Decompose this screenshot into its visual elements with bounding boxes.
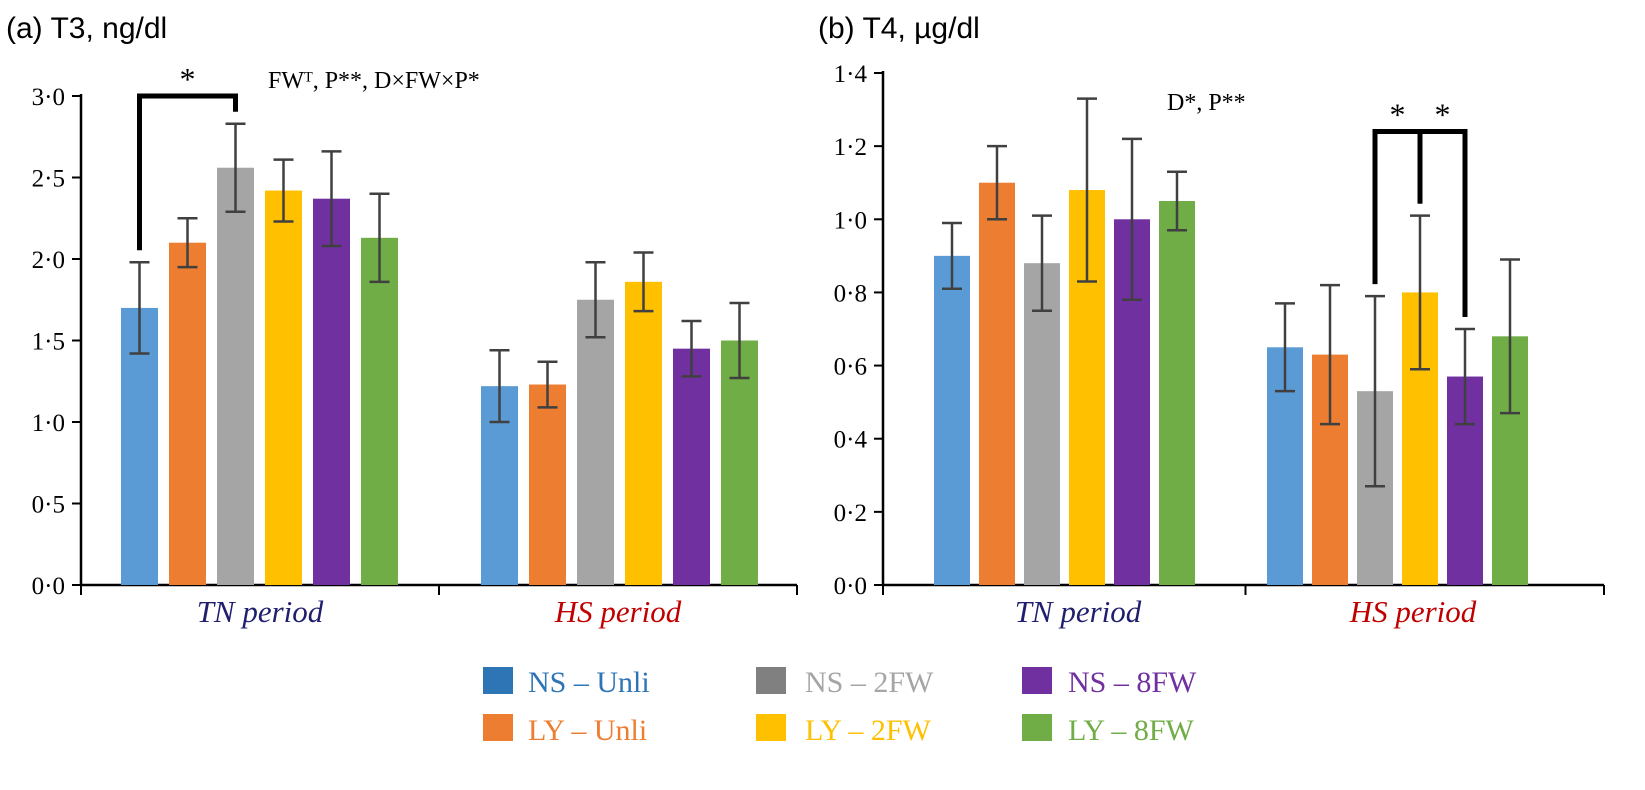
legend-entry-ns-8fw: NS – 8FW <box>1022 666 1197 699</box>
legend: NS – Unli LY – Unli NS – 2FW LY – 2FW NS… <box>483 666 1197 747</box>
legend-swatch <box>1022 714 1052 741</box>
y-tick-label: 0·4 <box>834 427 868 454</box>
y-tick-label: 0·0 <box>834 573 867 600</box>
y-tick-label: 0·8 <box>834 280 867 307</box>
significance-bracket <box>1372 129 1423 285</box>
panel-a-title: (a) T3, ng/dl <box>6 12 167 45</box>
y-tick-label: 1·0 <box>834 207 867 234</box>
legend-label: LY – 2FW <box>805 714 932 747</box>
bar <box>979 182 1015 585</box>
bar <box>721 340 758 585</box>
y-tick-label: 0·0 <box>32 573 65 600</box>
bar <box>1024 263 1060 585</box>
bar <box>673 348 710 585</box>
x-category-label: HS period <box>1349 594 1477 629</box>
bar <box>361 237 398 585</box>
panel-a-marks: 0·0 0·5 1·0 1·5 2·0 2·5 3·0 TN period HS period * <box>32 61 798 629</box>
legend-entry-ly-2fw: LY – 2FW <box>756 714 932 747</box>
legend-label: LY – 8FW <box>1068 714 1195 747</box>
bar <box>169 242 206 585</box>
significance-star: * <box>180 61 196 97</box>
bar <box>934 255 970 585</box>
bar <box>625 281 662 585</box>
panel-b-annotation: D*, P** <box>1167 90 1246 116</box>
panel-a-annotation: FWᵀ, P**, D×FW×P* <box>268 68 480 94</box>
legend-entry-ly-8fw: LY – 8FW <box>1022 714 1195 747</box>
y-tick-label: 2·5 <box>32 166 65 193</box>
legend-swatch <box>483 714 513 741</box>
panel-b-title: (b) T4, µg/dl <box>818 12 980 45</box>
legend-swatch <box>483 667 513 694</box>
legend-entry-ly-unli: LY – Unli <box>483 714 647 747</box>
bar <box>313 198 350 585</box>
significance-star: * <box>1435 97 1451 133</box>
bar <box>217 167 254 585</box>
legend-swatch <box>1022 667 1052 694</box>
x-category-label: HS period <box>554 594 682 629</box>
y-tick-label: 0·5 <box>32 492 65 519</box>
y-tick-label: 1·4 <box>834 61 868 88</box>
panel-a-t3: (a) T3, ng/dl FWᵀ, P**, D×FW×P* 0·0 0·5 1·… <box>6 12 798 629</box>
bar <box>1159 201 1195 585</box>
significance-bracket <box>1417 129 1468 317</box>
y-tick-label: 2·0 <box>32 247 65 274</box>
legend-label: NS – Unli <box>528 666 650 699</box>
y-tick-label: 1·0 <box>32 410 65 437</box>
legend-entry-ns-2fw: NS – 2FW <box>756 666 934 699</box>
bar <box>577 299 614 585</box>
legend-label: LY – Unli <box>528 714 647 747</box>
y-tick-label: 1·2 <box>834 134 867 161</box>
y-tick-label: 0·2 <box>834 500 867 527</box>
legend-swatch <box>756 667 786 694</box>
y-tick-label: 3·0 <box>32 84 65 111</box>
legend-entry-ns-unli: NS – Unli <box>483 666 650 699</box>
bar <box>265 190 302 586</box>
x-category-label: TN period <box>1015 594 1142 629</box>
significance-bracket <box>137 93 238 251</box>
panel-b-marks: 0·0 0·2 0·4 0·6 0·8 1·0 1·2 1·4 TN period HS peri… <box>834 61 1605 629</box>
legend-swatch <box>756 714 786 741</box>
legend-label: NS – 8FW <box>1068 666 1197 699</box>
legend-label: NS – 2FW <box>805 666 934 699</box>
x-category-label: TN period <box>197 594 324 629</box>
significance-star: * <box>1390 97 1406 133</box>
panel-b-t4: (b) T4, µg/dl D*, P** 0·0 0·2 0·4 0·6 0·8 1·0… <box>818 12 1605 629</box>
bar <box>529 384 566 585</box>
y-tick-label: 0·6 <box>834 354 867 381</box>
y-tick-label: 1·5 <box>32 329 65 356</box>
